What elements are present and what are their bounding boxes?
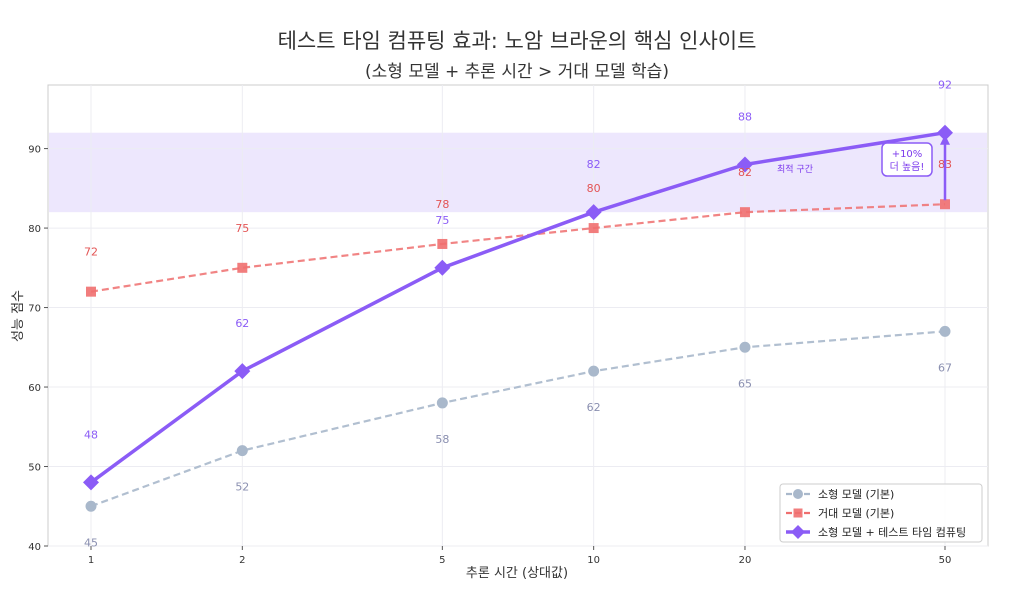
x-axis-label: 추론 시간 (상대값): [466, 566, 568, 581]
series-1-point: [588, 365, 600, 377]
data-label: 72: [84, 246, 98, 259]
data-label: 52: [235, 481, 249, 494]
series-2-point: [739, 207, 750, 218]
data-label: 80: [587, 182, 601, 195]
legend-marker-1: [793, 489, 803, 499]
data-label: 67: [938, 361, 952, 374]
data-label: 58: [435, 433, 449, 446]
x-tick-label: 1: [88, 555, 94, 566]
series-1-point: [236, 445, 248, 457]
series-2-point: [940, 199, 950, 210]
legend-entry-2: 거대 모델 (기본): [818, 507, 894, 520]
series-1-point: [739, 341, 751, 353]
series-1-point: [85, 500, 97, 512]
annotation-text-2: 더 높음!: [890, 161, 925, 173]
data-label: 82: [587, 158, 601, 171]
data-label: 65: [738, 377, 752, 390]
legend-entry-3: 소형 모델 + 테스트 타임 컴퓨팅: [818, 526, 966, 539]
series-1-point: [939, 325, 951, 337]
x-tick-label: 10: [587, 555, 600, 566]
series-2-point: [86, 286, 96, 297]
legend-entry-1: 소형 모델 (기본): [818, 488, 894, 501]
x-tick-label: 2: [239, 555, 245, 566]
data-label: 92: [938, 79, 952, 92]
data-label: 75: [235, 222, 249, 235]
data-label: 88: [738, 110, 752, 123]
series-line-2: [90, 203, 946, 293]
data-label: 48: [84, 428, 98, 441]
y-axis-label: 성능 점수: [11, 290, 26, 342]
legend-marker-2: [793, 508, 803, 518]
series-3-point: [234, 363, 251, 380]
series-2-point: [588, 223, 599, 234]
y-tick-label: 90: [28, 145, 41, 156]
series-3-point: [736, 156, 753, 173]
y-tick-label: 50: [28, 463, 41, 474]
legend: 소형 모델 (기본) 거대 모델 (기본) 소형 모델 + 테스트 타임 컴퓨팅: [779, 483, 983, 543]
chart-title: 테스트 타임 컴퓨팅 효과: 노암 브라운의 핵심 인사이트: [278, 29, 757, 53]
legend-marker-3: [791, 525, 805, 539]
data-label: 45: [84, 536, 98, 549]
series-2-point: [437, 238, 448, 249]
x-tick-label: 50: [939, 555, 952, 566]
annotation-arrowhead: [940, 134, 950, 145]
optimal-band: [49, 132, 987, 213]
annotation-box: [881, 142, 933, 177]
series-2-point: [237, 262, 248, 273]
series-line-1: [90, 330, 946, 508]
y-tick-label: 60: [28, 383, 41, 394]
series-1-point: [436, 397, 448, 409]
chart-subtitle: (소형 모델 + 추론 시간 > 거대 모델 학습): [365, 62, 669, 82]
series-line-3: [89, 130, 946, 484]
data-label: 78: [435, 198, 449, 211]
data-label: 62: [235, 317, 249, 330]
series-3-point: [937, 124, 953, 141]
x-tick-label: 20: [739, 555, 752, 566]
y-tick-label: 40: [28, 542, 41, 553]
x-tick-label: 5: [439, 555, 445, 566]
annotation-text-1: +10%: [892, 149, 923, 160]
legend-box: [779, 483, 983, 543]
band-label: 최적 구간: [777, 163, 813, 175]
data-label: 75: [435, 214, 449, 227]
series-3-point: [83, 474, 99, 491]
y-tick-label: 70: [28, 304, 41, 315]
series-3-point: [585, 204, 602, 221]
series-3-point: [434, 259, 451, 276]
data-label: 82: [738, 166, 752, 179]
data-label: 62: [587, 401, 601, 414]
y-tick-label: 80: [28, 224, 41, 235]
